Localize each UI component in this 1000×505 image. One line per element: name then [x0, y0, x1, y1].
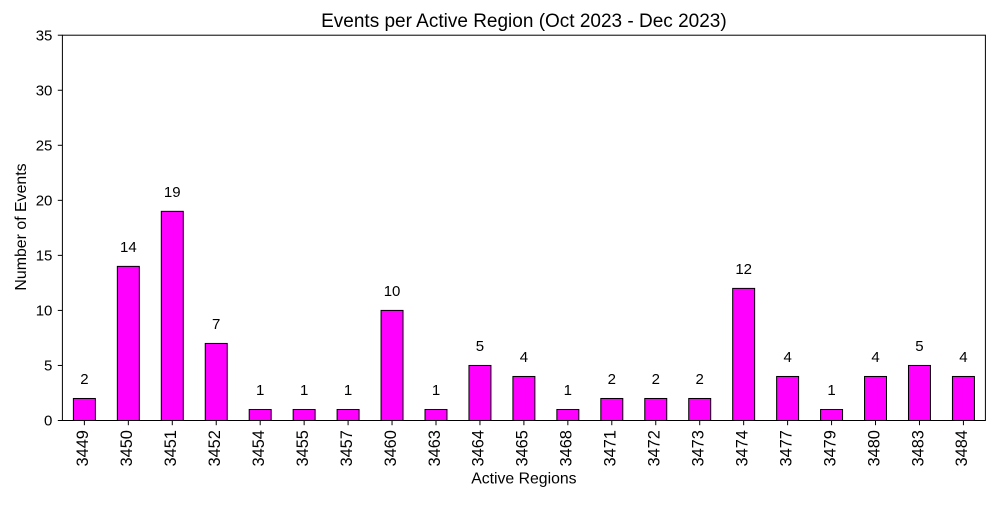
- svg-text:3451: 3451: [162, 430, 180, 466]
- svg-text:Active Regions: Active Regions: [471, 471, 576, 488]
- svg-text:10: 10: [36, 303, 53, 320]
- svg-text:2: 2: [608, 371, 616, 388]
- svg-text:Number of Events: Number of Events: [13, 163, 30, 290]
- svg-text:1: 1: [344, 382, 352, 399]
- svg-text:2: 2: [652, 371, 660, 388]
- svg-text:30: 30: [36, 82, 53, 99]
- svg-text:1: 1: [432, 382, 440, 399]
- svg-text:7: 7: [212, 316, 220, 333]
- svg-text:3455: 3455: [294, 430, 312, 466]
- svg-text:3484: 3484: [953, 430, 971, 466]
- svg-text:14: 14: [120, 239, 137, 256]
- svg-text:4: 4: [783, 349, 791, 366]
- svg-text:3465: 3465: [514, 430, 532, 466]
- svg-text:1: 1: [256, 382, 264, 399]
- svg-text:3457: 3457: [338, 430, 356, 466]
- svg-text:3468: 3468: [558, 430, 576, 466]
- svg-text:3480: 3480: [865, 430, 883, 466]
- svg-text:3463: 3463: [426, 430, 444, 466]
- svg-text:0: 0: [44, 413, 52, 430]
- svg-text:5: 5: [915, 338, 923, 355]
- svg-text:3471: 3471: [602, 430, 620, 466]
- svg-text:3450: 3450: [118, 430, 136, 466]
- svg-text:3452: 3452: [206, 430, 224, 466]
- svg-text:3483: 3483: [909, 430, 927, 466]
- svg-text:12: 12: [735, 261, 752, 278]
- svg-text:1: 1: [300, 382, 308, 399]
- svg-text:3464: 3464: [470, 430, 488, 466]
- svg-text:5: 5: [476, 338, 484, 355]
- svg-text:15: 15: [36, 248, 53, 265]
- svg-text:4: 4: [520, 349, 528, 366]
- svg-text:3474: 3474: [733, 430, 751, 466]
- svg-text:3473: 3473: [690, 430, 708, 466]
- svg-text:2: 2: [80, 371, 88, 388]
- svg-text:2: 2: [696, 371, 704, 388]
- svg-text:25: 25: [36, 137, 53, 154]
- svg-text:20: 20: [36, 193, 53, 210]
- svg-text:10: 10: [384, 283, 401, 300]
- svg-text:3460: 3460: [382, 430, 400, 466]
- svg-text:3477: 3477: [777, 430, 795, 466]
- svg-text:1: 1: [827, 382, 835, 399]
- svg-text:35: 35: [36, 27, 53, 44]
- svg-text:3454: 3454: [250, 430, 268, 466]
- svg-text:3472: 3472: [646, 430, 664, 466]
- svg-text:5: 5: [44, 358, 52, 375]
- svg-text:3479: 3479: [821, 430, 839, 466]
- svg-text:3449: 3449: [74, 430, 92, 466]
- svg-text:4: 4: [959, 349, 967, 366]
- svg-text:4: 4: [871, 349, 879, 366]
- svg-text:1: 1: [564, 382, 572, 399]
- svg-text:Events per Active Region (Oct: Events per Active Region (Oct 2023 - Dec…: [321, 11, 727, 32]
- svg-text:19: 19: [164, 184, 181, 201]
